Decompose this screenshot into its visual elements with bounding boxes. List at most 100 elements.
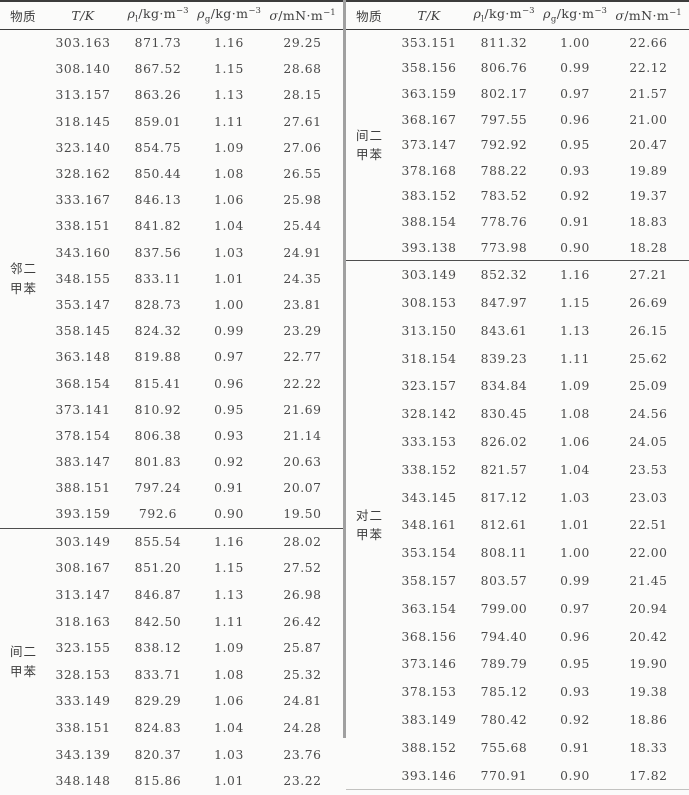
table-row: 378.168 788.22 0.93 19.89 [346,158,689,184]
data-cell: 851.20 [134,561,182,576]
table-row: 368.167 797.55 0.96 21.00 [346,107,689,133]
data-cell: 19.89 [629,163,668,178]
data-cell: 0.91 [560,740,590,755]
data-cell: 1.16 [196,527,262,556]
table-row: 388.151 797.24 0.91 20.07 [0,475,343,501]
data-cell: 313.157 [55,88,111,103]
data-cell: 27.52 [283,561,322,576]
col-header-sigma: σ/mN·m−1 [262,1,343,30]
data-cell: 25.32 [283,667,322,682]
table-row: 358.156 806.76 0.99 22.12 [346,56,689,82]
data-cell: 799.00 [480,601,528,616]
data-cell: 22.51 [629,518,668,533]
table-row: 353.147 828.73 1.00 23.81 [0,292,343,318]
table-row: 373.141 810.92 0.95 21.69 [0,397,343,423]
data-cell: 388.151 [55,481,111,496]
data-cell: 318.145 [55,114,111,129]
data-cell: 1.13 [214,88,244,103]
data-cell: 855.54 [120,527,196,556]
data-cell: 797.24 [134,481,182,496]
data-cell: 0.95 [214,402,244,417]
data-cell: 21.14 [283,428,322,443]
data-cell: 0.96 [214,376,244,391]
data-cell: 323.157 [401,379,457,394]
data-cell: 821.57 [480,462,528,477]
data-cell: 806.38 [134,428,182,443]
table-row: 343.160 837.56 1.03 24.91 [0,240,343,266]
data-cell: 1.13 [214,588,244,603]
data-cell: 788.22 [480,163,528,178]
data-cell: 1.00 [214,297,244,312]
data-cell: 348.161 [401,518,457,533]
data-cell: 0.95 [560,657,590,672]
table-row: 383.147 801.83 0.92 20.63 [0,449,343,475]
data-cell: 833.11 [134,271,182,286]
substance-label: 间二 甲苯 [355,127,383,163]
data-cell: 313.150 [401,323,457,338]
data-cell: 1.08 [560,407,590,422]
data-cell: 338.151 [55,721,111,736]
data-cell: 846.87 [134,588,182,603]
data-cell: 815.86 [134,774,182,789]
table-row: 328.153 833.71 1.08 25.32 [0,662,343,689]
data-cell: 383.152 [401,189,457,204]
vertical-divider [343,0,346,738]
data-cell: 383.147 [55,455,111,470]
data-cell: 1.00 [560,35,590,50]
data-cell: 1.08 [214,167,244,182]
data-cell: 811.32 [480,35,528,50]
data-cell: 308.167 [55,561,111,576]
data-cell: 22.00 [629,546,668,561]
data-cell: 18.28 [629,240,668,255]
data-cell: 839.23 [480,351,528,366]
data-cell: 29.25 [283,36,322,51]
data-cell: 826.02 [480,435,528,450]
table-row: 313.150 843.61 1.13 26.15 [346,317,689,345]
data-cell: 27.21 [608,260,689,290]
data-cell: 1.01 [214,271,244,286]
data-cell: 25.98 [283,193,322,208]
data-cell: 0.92 [214,455,244,470]
data-cell: 22.66 [629,35,668,50]
data-cell: 27.06 [283,140,322,155]
data-cell: 871.73 [134,36,182,51]
data-cell: 25.87 [283,641,322,656]
data-cell: 23.03 [629,490,668,505]
table-row: 313.157 863.26 1.13 28.15 [0,82,343,108]
data-cell: 24.05 [629,435,668,450]
data-cell: 789.79 [480,657,528,672]
data-cell: 24.28 [283,721,322,736]
data-cell: 21.57 [629,86,668,101]
data-cell: 373.141 [55,402,111,417]
data-cell: 393.146 [401,768,457,783]
data-cell: 22.12 [629,61,668,76]
data-cell: 828.73 [134,297,182,312]
data-cell: 26.42 [283,614,322,629]
col-header-substance: 物质 [346,1,392,30]
table-header: 物质 T/K ρl/kg·m−3 ρg/kg·m−3 σ/mN·m−1 [346,1,689,30]
data-cell: 323.140 [55,140,111,155]
data-cell: 854.75 [134,140,182,155]
data-cell: 383.149 [401,712,457,727]
data-cell: 0.96 [560,112,590,127]
data-cell: 21.69 [283,402,322,417]
data-cell: 373.147 [401,138,457,153]
data-cell: 817.12 [480,490,528,505]
data-cell: 1.11 [560,351,590,366]
data-cell: 1.09 [560,379,590,394]
col-header-rho-gas: ρg/kg·m−3 [196,1,262,30]
data-cell: 373.146 [401,657,457,672]
data-cell: 26.69 [629,296,668,311]
table-row: 383.149 780.42 0.92 18.86 [346,706,689,734]
table-row: 358.157 803.57 0.99 21.45 [346,567,689,595]
data-cell: 28.02 [262,527,343,556]
data-cell: 338.152 [401,462,457,477]
data-cell: 24.35 [283,271,322,286]
table-row: 348.155 833.11 1.01 24.35 [0,266,343,292]
data-cell: 18.86 [629,712,668,727]
table-row: 338.151 841.82 1.04 25.44 [0,213,343,239]
data-cell: 859.01 [134,114,182,129]
data-cell: 18.33 [629,740,668,755]
data-cell: 353.154 [401,546,457,561]
table-row: 393.159 792.6 0.90 19.50 [0,501,343,528]
